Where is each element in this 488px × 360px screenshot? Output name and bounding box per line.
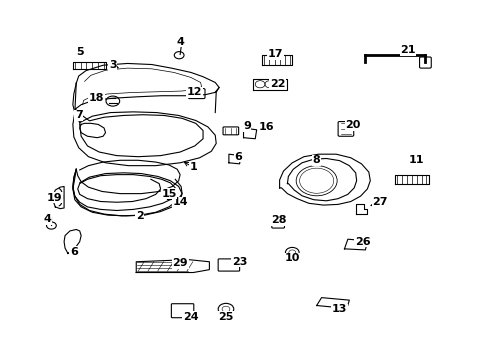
- Text: 16: 16: [258, 122, 274, 132]
- Text: 23: 23: [231, 257, 247, 267]
- Text: 5: 5: [76, 46, 84, 57]
- Text: 3: 3: [109, 60, 117, 70]
- Text: 21: 21: [399, 45, 415, 55]
- Text: 4: 4: [43, 215, 51, 224]
- Text: 6: 6: [234, 152, 242, 162]
- Text: 28: 28: [270, 215, 286, 225]
- Text: 29: 29: [172, 258, 187, 268]
- Text: 25: 25: [218, 312, 233, 322]
- Text: 10: 10: [284, 253, 299, 263]
- Text: 2: 2: [136, 211, 143, 221]
- Text: 4: 4: [176, 37, 183, 47]
- Text: 1: 1: [189, 162, 197, 172]
- Text: 6: 6: [70, 247, 78, 257]
- Text: 17: 17: [267, 49, 283, 59]
- Text: 24: 24: [183, 312, 198, 322]
- Text: 11: 11: [407, 155, 423, 165]
- Text: 13: 13: [331, 304, 346, 314]
- Text: 26: 26: [354, 237, 369, 247]
- Text: 19: 19: [46, 193, 62, 203]
- Text: 9: 9: [243, 121, 250, 131]
- Text: 12: 12: [186, 87, 202, 97]
- Text: 15: 15: [161, 189, 176, 199]
- Text: 8: 8: [312, 155, 320, 165]
- Text: 14: 14: [172, 197, 187, 207]
- Text: 20: 20: [345, 121, 360, 130]
- Text: 27: 27: [371, 197, 387, 207]
- Text: 22: 22: [269, 79, 285, 89]
- Text: 7: 7: [75, 111, 82, 121]
- Text: 18: 18: [88, 93, 104, 103]
